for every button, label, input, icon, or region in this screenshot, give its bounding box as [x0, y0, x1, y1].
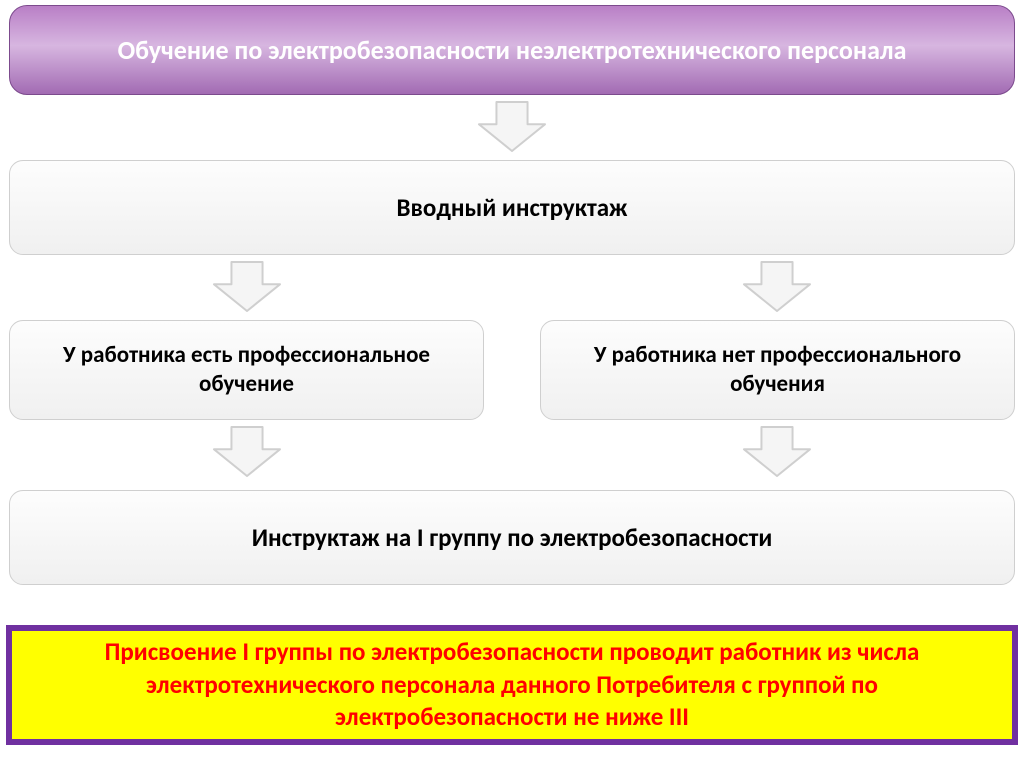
flowchart-node-no-training: У работника нет профессионального обучен…: [540, 320, 1015, 420]
flowchart-node-intro: Вводный инструктаж: [9, 160, 1015, 255]
flowchart-node-intro-text: Вводный инструктаж: [397, 192, 628, 223]
flowchart-note: Присвоение I группы по электробезопаснос…: [6, 625, 1018, 745]
flowchart-header: Обучение по электробезопасности неэлектр…: [9, 5, 1015, 95]
flowchart-header-text: Обучение по электробезопасности неэлектр…: [118, 34, 907, 67]
down-arrow-icon: [210, 425, 284, 479]
down-arrow-icon: [475, 100, 549, 154]
flowchart-node-has-training-text: У работника есть профессиональное обучен…: [30, 341, 463, 399]
flowchart-node-group1-text: Инструктаж на I группу по электробезопас…: [252, 522, 773, 553]
flowchart-node-has-training: У работника есть профессиональное обучен…: [9, 320, 484, 420]
flowchart-node-group1: Инструктаж на I группу по электробезопас…: [9, 490, 1015, 585]
down-arrow-icon: [210, 260, 284, 314]
flowchart-node-no-training-text: У работника нет профессионального обучен…: [561, 341, 994, 399]
down-arrow-icon: [740, 260, 814, 314]
flowchart-note-text: Присвоение I группы по электробезопаснос…: [32, 636, 992, 734]
down-arrow-icon: [740, 425, 814, 479]
